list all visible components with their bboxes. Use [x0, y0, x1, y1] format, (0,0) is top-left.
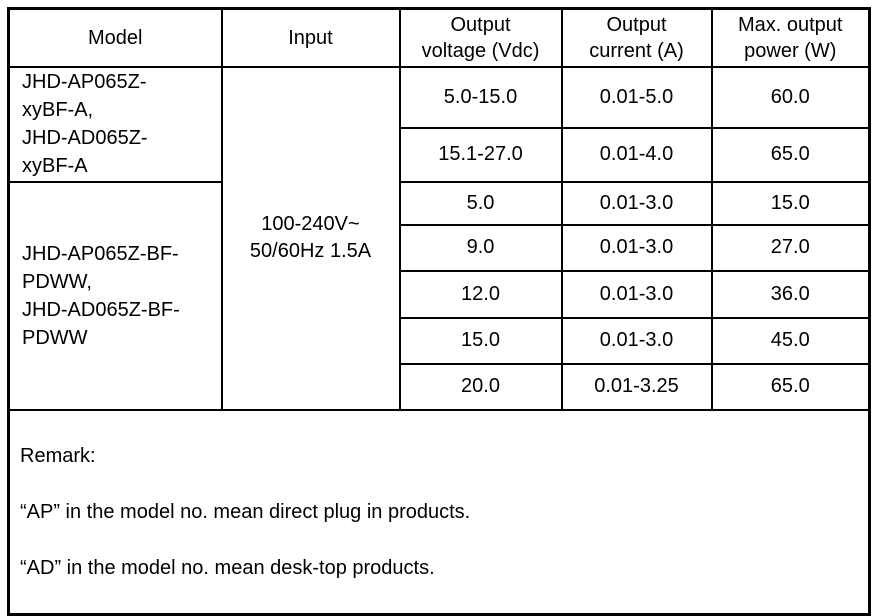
power-spec-table: Model Input Output voltage (Vdc) Output …: [7, 7, 871, 616]
col-header-output-voltage: Output voltage (Vdc): [398, 7, 563, 68]
model-group-1-cell: JHD-AP065Z- xyBF-A, JHD-AD065Z- xyBF-A: [7, 65, 223, 183]
current-cell: 0.01-3.25: [560, 362, 713, 411]
voltage-cell: 12.0: [398, 269, 563, 319]
remark-cell: Remark: “AP” in the model no. mean direc…: [7, 408, 871, 615]
col-header-model: Model: [7, 7, 223, 68]
power-cell: 65.0: [710, 126, 871, 183]
voltage-cell: 9.0: [398, 223, 563, 272]
voltage-cell: 15.1-27.0: [398, 126, 563, 183]
table-row: 9.0 0.01-3.0 27.0: [9, 223, 871, 272]
current-cell: 0.01-5.0: [560, 65, 713, 129]
model-group-2-cell: JHD-AP065Z-BF- PDWW, JHD-AD065Z-BF- PDWW: [7, 180, 223, 411]
power-cell: 15.0: [710, 180, 871, 226]
table-row: 15.0 0.01-3.0 45.0: [9, 316, 871, 365]
power-cell: 60.0: [710, 65, 871, 129]
current-cell: 0.01-4.0: [560, 126, 713, 183]
table-row: JHD-AP065Z-BF- PDWW, JHD-AD065Z-BF- PDWW…: [7, 180, 871, 411]
table-row: 15.1-27.0 0.01-4.0 65.0: [9, 126, 871, 183]
table-row: JHD-AP065Z- xyBF-A, JHD-AD065Z- xyBF-A 1…: [7, 65, 871, 411]
current-cell: 0.01-3.0: [560, 316, 713, 365]
header-row: Model Input Output voltage (Vdc) Output …: [7, 7, 871, 68]
input-spec-cell: 100-240V~ 50/60Hz 1.5A: [220, 65, 401, 411]
voltage-cell: 5.0: [398, 180, 563, 226]
voltage-cell: 15.0: [398, 316, 563, 365]
power-cell: 36.0: [710, 269, 871, 319]
power-cell: 45.0: [710, 316, 871, 365]
remark-title: Remark:: [20, 444, 96, 467]
table-row: 12.0 0.01-3.0 36.0: [9, 269, 871, 319]
power-cell: 65.0: [710, 362, 871, 411]
voltage-cell: 5.0-15.0: [398, 65, 563, 129]
table-row: 20.0 0.01-3.25 65.0: [9, 362, 871, 411]
datasheet-page: Model Input Output voltage (Vdc) Output …: [7, 7, 871, 616]
current-cell: 0.01-3.0: [560, 180, 713, 226]
remark-line-ap: “AP” in the model no. mean direct plug i…: [20, 500, 471, 523]
remark-row: Remark: “AP” in the model no. mean direc…: [7, 408, 871, 615]
col-header-max-output-power: Max. output power (W): [710, 7, 871, 68]
col-header-input: Input: [220, 7, 401, 68]
power-cell: 27.0: [710, 223, 871, 272]
col-header-output-current: Output current (A): [560, 7, 713, 68]
current-cell: 0.01-3.0: [560, 269, 713, 319]
remark-line-ad: “AD” in the model no. mean desk-top prod…: [20, 556, 435, 579]
current-cell: 0.01-3.0: [560, 223, 713, 272]
voltage-cell: 20.0: [398, 362, 563, 411]
